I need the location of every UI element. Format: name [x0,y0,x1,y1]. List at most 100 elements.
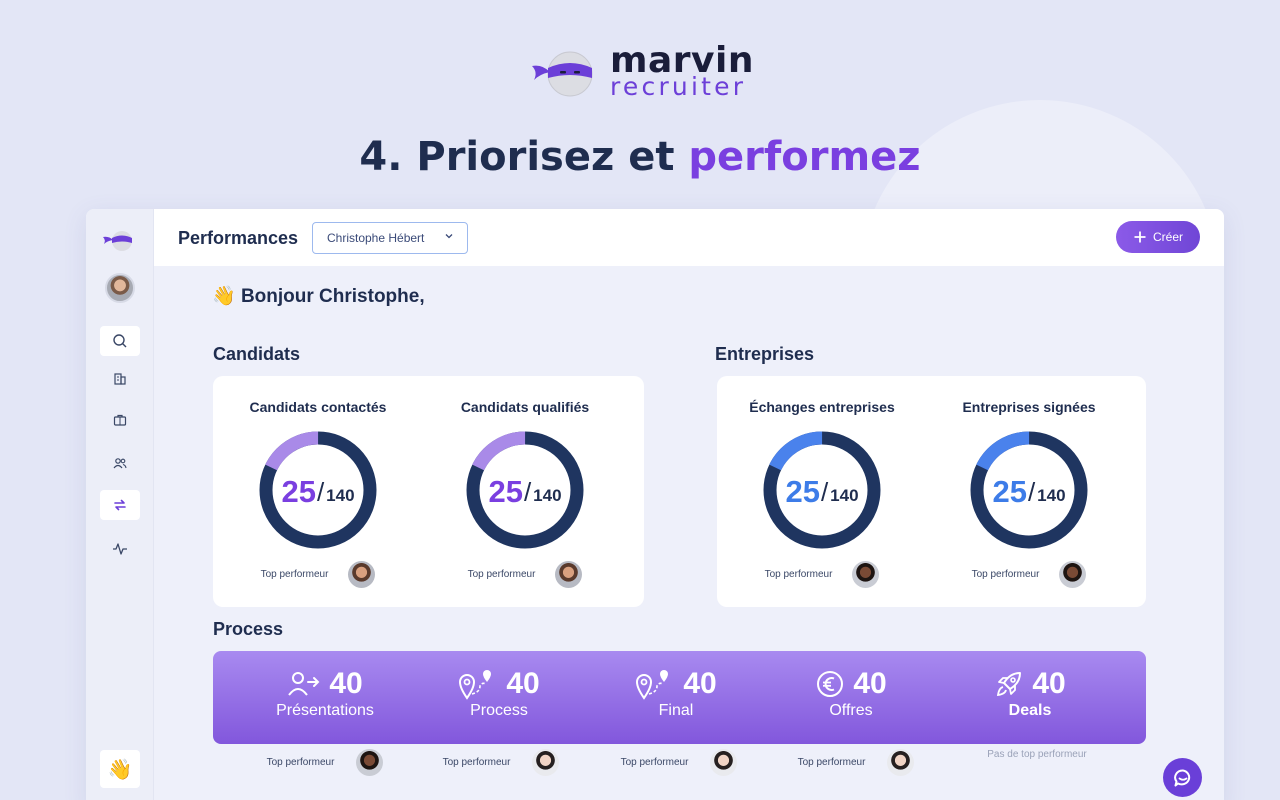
metric-title: Candidats contactés [249,399,387,415]
process-item-presentations[interactable]: 40 Présentations [235,667,415,720]
create-button-label: Créer [1152,230,1183,244]
donut-label: 25/140 [968,429,1090,551]
donut-slash: / [316,476,325,507]
metric-candidats-qualifies: Candidats qualifiés 25/140 Top performeu… [435,399,615,588]
user-avatar[interactable] [105,273,135,303]
entreprises-card: Échanges entreprises 25/140 Top performe… [717,376,1146,607]
sidebar-item-jobs[interactable] [100,405,140,435]
top-performer-label: Top performeur [442,757,511,768]
app-logo-icon[interactable] [101,227,139,253]
process-value: 40 [506,667,540,700]
wave-emoji-icon: 👋 [107,758,133,781]
donut-value: 25 [488,474,523,509]
process-item-final[interactable]: 40 Final [586,667,766,720]
top-performer-label: Top performeur [797,757,866,768]
top-performer-avatar[interactable] [887,749,915,776]
top-performer-row: Top performeur [939,561,1119,588]
marvin-logo: marvin recruiter [530,40,760,101]
process-top-performer-process: Top performeur [411,749,591,776]
logo-word-recruiter: recruiter [610,72,747,101]
donut-label: 25/140 [464,429,586,551]
route-pin-icon [636,670,669,700]
process-value: 40 [683,667,717,700]
plus-icon [1134,231,1146,243]
building-icon [114,373,126,385]
process-top-performer-offres: Top performeur [766,749,946,776]
donut-label: 25/140 [257,429,379,551]
process-label: Deals [1008,702,1052,719]
top-performer-avatar[interactable] [356,749,384,776]
top-performer-row: Top performeur [435,561,615,588]
top-performer-avatar[interactable] [1059,561,1087,588]
section-title-process: Process [213,619,284,639]
donut-svg [259,431,377,549]
ninja-mascot-icon [532,51,593,97]
sidebar-item-performances[interactable] [100,490,140,520]
rocket-icon [997,672,1022,697]
logo-word-marvin: marvin [610,40,754,81]
user-select-value: Christophe Hébert [327,231,425,245]
top-performer-row: Top performeur [732,561,912,588]
briefcase-icon [113,414,127,426]
topbar: Performances Christophe Hébert Créer [154,209,1224,266]
headline-accent: performez [688,134,921,180]
metric-entreprises-signees: Entreprises signées 25/140 Top performeu… [939,399,1119,588]
donut-value: 25 [281,474,316,509]
donut-chart: 25/140 [257,429,379,551]
donut-svg [970,431,1088,549]
top-performer-avatar[interactable] [532,749,560,776]
metric-title: Candidats qualifiés [460,399,590,415]
sidebar-wave-button[interactable]: 👋 [100,750,140,788]
process-label: Offres [829,702,873,719]
metric-title: Échanges entreprises [749,399,895,415]
greeting: 👋 Bonjour Christophe, [212,284,425,308]
app-window: 👋 Performances Christophe Hébert Créer 👋… [86,209,1224,800]
process-item-deals[interactable]: 40 Deals [940,667,1120,720]
process-label: Final [658,702,694,719]
donut-total: 140 [830,486,859,505]
donut-value: 25 [992,474,1027,509]
sidebar-item-companies[interactable] [100,363,140,393]
metric-title: Entreprises signées [962,399,1096,415]
top-performer-label: Top performeur [467,569,536,580]
donut-total: 140 [533,486,562,505]
top-performer-row: Top performeur [228,561,408,588]
route-pin-icon [459,670,492,700]
chat-icon [1173,769,1190,786]
process-banner: 40 Présentations 40 Process 40 Final 40 … [213,651,1146,744]
top-performer-avatar[interactable] [852,561,880,588]
wave-icon: 👋 [212,286,236,307]
donut-slash: / [820,476,829,507]
top-performer-label: Top performeur [764,569,833,580]
donut-chart: 25/140 [761,429,883,551]
create-button[interactable]: Créer [1116,221,1200,253]
process-value: 40 [853,667,887,700]
page-title: Performances [178,228,299,248]
donut-svg [763,431,881,549]
euro-icon [817,671,844,697]
top-performer-label: Top performeur [266,757,335,768]
donut-total: 140 [326,486,355,505]
process-top-performer-presentations: Top performeur [235,749,415,776]
chevron-down-icon [445,234,453,239]
top-performer-avatar[interactable] [348,561,376,588]
process-label: Présentations [276,702,374,719]
users-icon [113,458,127,469]
sidebar-item-search[interactable] [100,326,140,356]
process-item-process[interactable]: 40 Process [409,667,589,720]
top-performer-avatar[interactable] [710,749,738,776]
top-performer-avatar[interactable] [555,561,583,588]
swap-icon [114,499,126,511]
process-item-offres[interactable]: 40 Offres [761,667,941,720]
user-select[interactable]: Christophe Hébert [312,222,468,254]
sidebar-item-candidates[interactable] [100,448,140,478]
section-title-candidats: Candidats [213,344,301,364]
sidebar-item-activity[interactable] [100,534,140,564]
donut-slash: / [1027,476,1036,507]
chat-button[interactable] [1163,758,1202,797]
metric-candidats-contactes: Candidats contactés 25/140 Top performeu… [228,399,408,588]
donut-svg [466,431,584,549]
metric-echanges-entreprises: Échanges entreprises 25/140 Top performe… [732,399,912,588]
activity-icon [113,543,127,555]
top-performer-label: Top performeur [620,757,689,768]
